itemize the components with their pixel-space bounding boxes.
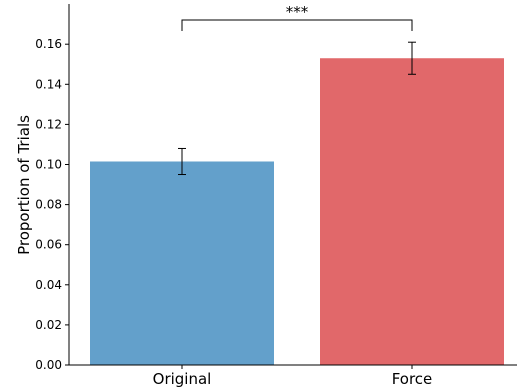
bar-force (320, 58, 504, 366)
x-ticks-group: Original Force (153, 365, 433, 388)
y-tick-label: 0.16 (35, 37, 62, 51)
significance-label: *** (286, 3, 309, 21)
significance-line (181, 19, 413, 31)
y-tick-label: 0.02 (35, 318, 62, 332)
axes-group (68, 4, 517, 366)
y-axis-title: Proportion of Trials (15, 115, 33, 255)
x-tick-label-original: Original (153, 370, 212, 388)
y-tick-label: 0.04 (35, 278, 62, 292)
y-tick-label: 0.12 (35, 117, 62, 131)
y-tick-label: 0.14 (35, 77, 62, 91)
y-tick-label: 0.08 (35, 198, 62, 212)
y-tick-label: 0.06 (35, 238, 62, 252)
significance-bracket: *** (181, 3, 413, 31)
y-tick-label: 0.10 (35, 158, 62, 172)
x-tick-label-force: Force (392, 370, 433, 388)
y-ticks-group: 0.00 0.02 0.04 0.06 0.08 0.10 0.12 0.14 0.16 (35, 37, 69, 372)
error-bars-group (178, 41, 416, 176)
bars-group (90, 58, 504, 366)
y-tick-label: 0.00 (35, 358, 62, 372)
bar-original (90, 161, 274, 365)
